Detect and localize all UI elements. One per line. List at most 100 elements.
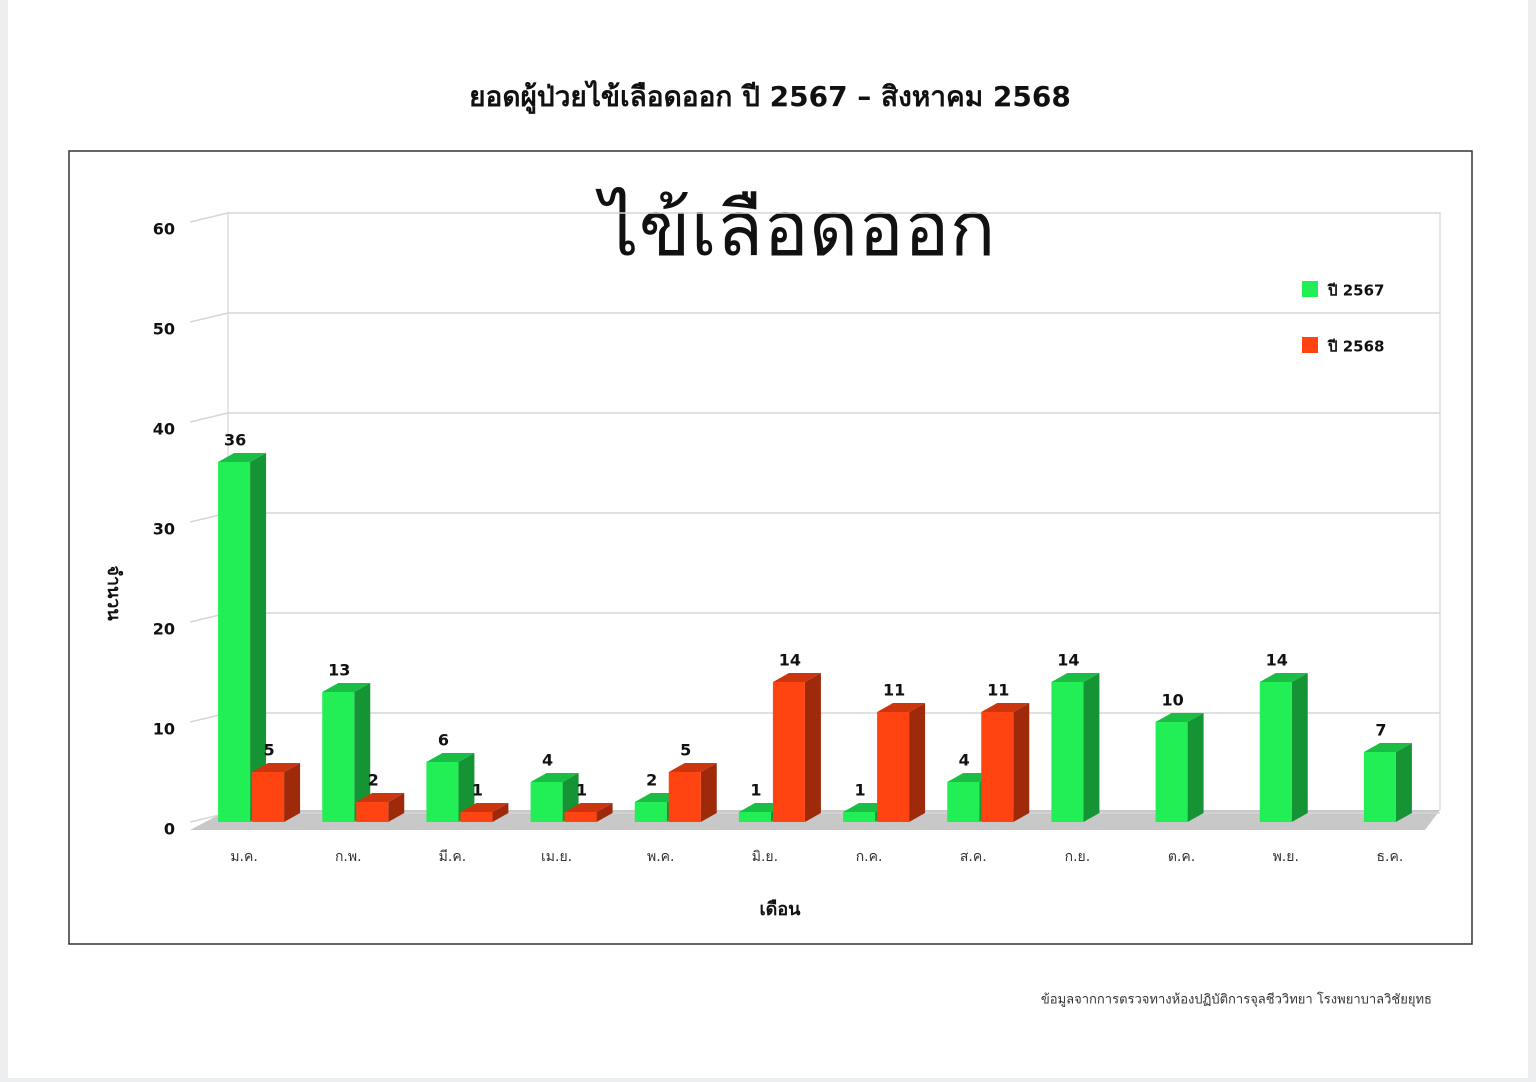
bar bbox=[1155, 722, 1188, 822]
bar bbox=[218, 462, 251, 822]
bar-top bbox=[1051, 673, 1100, 682]
bar-top bbox=[530, 773, 579, 782]
y-tick-label: 40 bbox=[153, 420, 175, 439]
bar-side bbox=[354, 683, 371, 822]
x-tick-label: ก.พ. bbox=[335, 849, 362, 865]
value-label: 2 bbox=[368, 771, 379, 790]
value-label: 36 bbox=[224, 431, 246, 450]
legend-label: ปี 2568 bbox=[1327, 338, 1384, 356]
value-label: 14 bbox=[779, 651, 801, 670]
bar-side bbox=[458, 753, 475, 822]
value-label: 5 bbox=[264, 741, 275, 760]
value-label: 7 bbox=[1375, 721, 1386, 740]
x-tick-label: ม.ค. bbox=[230, 849, 258, 865]
bar bbox=[1051, 682, 1084, 822]
bar bbox=[426, 762, 459, 822]
x-tick-label: มี.ค. bbox=[439, 849, 467, 865]
bar bbox=[877, 712, 910, 822]
bar-top bbox=[1155, 713, 1204, 722]
y-tick-label: 10 bbox=[153, 720, 175, 739]
y-tick-label: 50 bbox=[153, 320, 175, 339]
y-axis-label: จำนวน bbox=[103, 565, 124, 621]
bar bbox=[564, 812, 597, 822]
bar bbox=[738, 812, 771, 822]
grid-line bbox=[189, 312, 1440, 323]
legend-swatch bbox=[1302, 281, 1318, 297]
legend-label: ปี 2567 bbox=[1327, 282, 1384, 300]
grid-line bbox=[189, 412, 1440, 423]
bar-top bbox=[772, 673, 821, 682]
bar-side bbox=[388, 793, 405, 822]
value-label: 1 bbox=[855, 781, 866, 800]
value-label: 14 bbox=[1057, 651, 1079, 670]
value-label: 14 bbox=[1266, 651, 1288, 670]
value-label: 6 bbox=[438, 731, 449, 750]
bar-side bbox=[596, 803, 613, 822]
bar bbox=[356, 802, 389, 822]
bar bbox=[460, 812, 493, 822]
bar-side bbox=[1013, 703, 1030, 822]
bar-side bbox=[1395, 743, 1412, 822]
bar-top bbox=[981, 703, 1030, 712]
value-label: 5 bbox=[680, 741, 691, 760]
chart-subtitle: ไข้เลือดออก bbox=[594, 184, 995, 273]
bar-top bbox=[1363, 743, 1412, 752]
bar-top bbox=[668, 763, 717, 772]
x-tick-label: พ.ย. bbox=[1273, 849, 1299, 865]
value-label: 13 bbox=[328, 661, 350, 680]
x-tick-label: ก.ค. bbox=[856, 849, 883, 865]
x-tick-label: พ.ค. bbox=[647, 849, 675, 865]
y-tick-label: 30 bbox=[153, 520, 175, 539]
bar-side bbox=[1291, 673, 1308, 822]
x-tick-label: ธ.ค. bbox=[1377, 849, 1404, 865]
grid-line bbox=[189, 212, 1440, 223]
bar bbox=[530, 782, 563, 822]
value-label: 11 bbox=[987, 681, 1009, 700]
x-tick-label: มิ.ย. bbox=[752, 849, 778, 865]
bar bbox=[322, 692, 355, 822]
bar-top bbox=[218, 453, 267, 462]
bar-top bbox=[426, 753, 475, 762]
value-label: 10 bbox=[1161, 691, 1183, 710]
x-tick-label: เม.ย. bbox=[541, 849, 572, 865]
bar-side bbox=[804, 673, 821, 822]
bar-side bbox=[284, 763, 301, 822]
value-label: 11 bbox=[883, 681, 905, 700]
value-label: 4 bbox=[542, 751, 553, 770]
bar-side bbox=[1083, 673, 1100, 822]
y-tick-label: 20 bbox=[153, 620, 175, 639]
bar bbox=[843, 812, 876, 822]
value-label: 1 bbox=[472, 781, 483, 800]
value-label: 1 bbox=[750, 781, 761, 800]
bar bbox=[634, 802, 667, 822]
bar-top bbox=[877, 703, 926, 712]
bar-top bbox=[1259, 673, 1308, 682]
bar-top bbox=[460, 803, 509, 812]
bar bbox=[1259, 682, 1292, 822]
value-label: 2 bbox=[646, 771, 657, 790]
bar bbox=[1363, 752, 1396, 822]
bar bbox=[668, 772, 701, 822]
value-label: 4 bbox=[959, 751, 970, 770]
chart: ยอดผู้ป่วยไข้เลือดออก ปี 2567 – สิงหาคม … bbox=[68, 80, 1473, 1008]
bar-top bbox=[356, 793, 405, 802]
bar bbox=[981, 712, 1014, 822]
x-tick-label: ก.ย. bbox=[1065, 849, 1091, 865]
bar-side bbox=[909, 703, 926, 822]
legend-swatch bbox=[1302, 337, 1318, 353]
bar-top bbox=[322, 683, 371, 692]
bar-top bbox=[564, 803, 613, 812]
bar bbox=[947, 782, 980, 822]
y-tick-label: 60 bbox=[153, 220, 175, 239]
bar bbox=[252, 772, 285, 822]
value-label: 1 bbox=[576, 781, 587, 800]
x-tick-label: ต.ค. bbox=[1168, 849, 1195, 865]
bar-side bbox=[492, 803, 509, 822]
x-tick-label: ส.ค. bbox=[960, 849, 987, 865]
bar-side bbox=[1187, 713, 1204, 822]
y-tick-label: 0 bbox=[164, 820, 175, 839]
x-axis-label: เดือน bbox=[760, 899, 802, 920]
source-note: ข้อมูลจากการตรวจทางห้องปฏิบัติการจุลชีวว… bbox=[1041, 992, 1432, 1008]
bar-side bbox=[250, 453, 267, 822]
